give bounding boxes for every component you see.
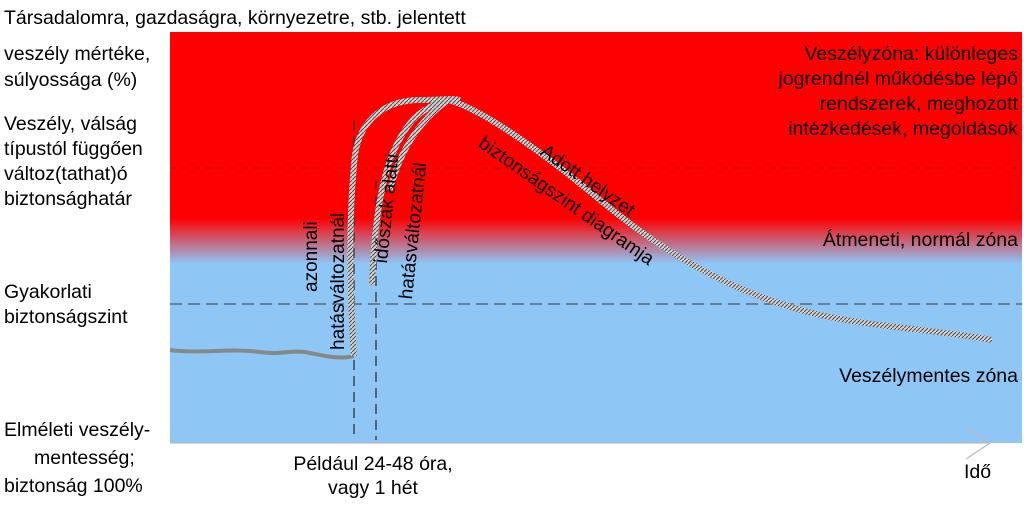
danger-zone-label: Veszélyzóna: különleges jogrendnél működ…: [778, 43, 1018, 140]
baseline-safety-curve: [169, 348, 355, 360]
danger-zone-background: [170, 32, 1022, 178]
situation-safety-level-band: [387, 96, 993, 343]
y-axis-title-line3: súlyossága (%): [4, 69, 138, 91]
time-axis-arrow: [170, 426, 992, 460]
y-axis-title-line2: veszély mértéke,: [4, 43, 151, 65]
period-reaction-band: [369, 97, 451, 286]
boundary-label: Veszély, válság típustól függően változ(…: [4, 113, 143, 210]
transition-zone-label: Átmeneti, normál zóna: [822, 229, 1018, 251]
immediate-variant-label-1: azonnali: [301, 221, 322, 292]
time-axis-label: Idő: [964, 461, 992, 483]
practical-safety-level-label: Gyakorlati biztonságszint: [4, 281, 128, 328]
y-axis-title-line1: Társadalomra, gazdaságra, környezetre, s…: [4, 7, 466, 29]
safe-zone-label: Veszélymentes zóna: [839, 365, 1018, 387]
immediate-variant-label-2: hatásváltozatnál: [328, 212, 349, 350]
time-example-label: Például 24-48 óra, vagy 1 hét: [293, 453, 453, 499]
theoretical-safety-label: Elméleti veszély- mentesség; biztonság 1…: [4, 419, 151, 497]
immediate-reaction-band: [347, 96, 461, 357]
